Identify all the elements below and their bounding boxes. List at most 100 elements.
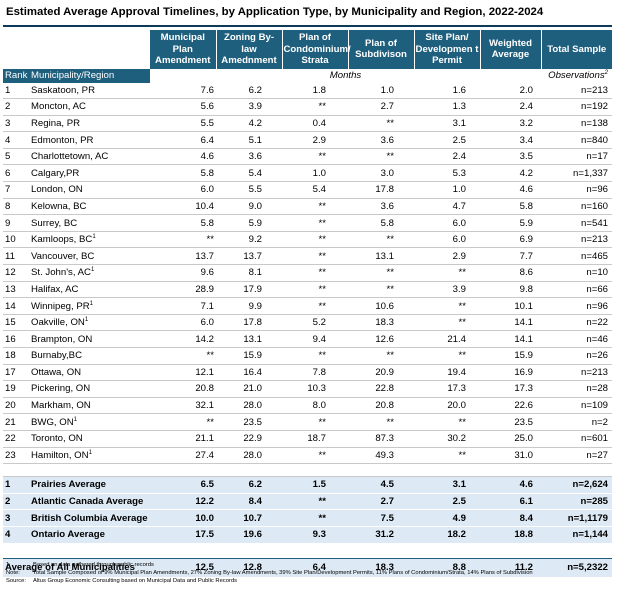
municipality-header: Municipality/Region <box>29 68 150 83</box>
cell-rank: 1 <box>3 82 29 100</box>
cell-site-plan: 2.9 <box>414 247 480 266</box>
cell-zoning: 9.2 <box>216 231 282 249</box>
table-row: 9 Surrey, BC 5.8 5.9 ** 5.8 6.0 5.9 n=541 <box>3 214 612 232</box>
cell-condo: ** <box>282 281 348 299</box>
cell-municipal-plan: 12.1 <box>150 364 216 382</box>
cell-subdivision: 87.3 <box>348 430 414 448</box>
cell-sample: n=285 <box>541 493 612 511</box>
cell-weighted: 4.6 <box>480 476 541 494</box>
cell-weighted: 7.7 <box>480 247 541 266</box>
cell-municipal-plan: 10.4 <box>150 198 216 216</box>
cell-condo: ** <box>282 148 348 166</box>
cell-weighted: 8.6 <box>480 264 541 282</box>
cell-site-plan: 4.7 <box>414 198 480 216</box>
cell-subdivision: 13.1 <box>348 247 414 266</box>
cell-condo: ** <box>282 297 348 315</box>
cell-zoning: 6.2 <box>216 82 282 100</box>
cell-sample: n=213 <box>541 82 612 100</box>
cell-municipal-plan: ** <box>150 413 216 431</box>
cell-rank: 4 <box>3 131 29 149</box>
cell-rank: 3 <box>3 115 29 133</box>
cell-zoning: 9.0 <box>216 198 282 216</box>
cell-zoning: 28.0 <box>216 397 282 415</box>
cell-municipal-plan: 5.8 <box>150 164 216 183</box>
cell-site-plan: 5.3 <box>414 164 480 183</box>
cell-site-plan: 1.6 <box>414 82 480 100</box>
cell-sample: n=213 <box>541 231 612 249</box>
cell-weighted: 3.4 <box>480 131 541 149</box>
cell-zoning: 23.5 <box>216 413 282 431</box>
cell-weighted: 10.1 <box>480 297 541 315</box>
cell-zoning: 19.6 <box>216 526 282 544</box>
cell-weighted: 23.5 <box>480 413 541 431</box>
cell-zoning: 3.9 <box>216 98 282 116</box>
cell-sample: n=5,2322 <box>541 557 612 577</box>
cell-weighted: 22.6 <box>480 397 541 415</box>
cell-region: British Columbia Average <box>29 509 150 527</box>
cell-municipal-plan: 12.2 <box>150 493 216 511</box>
table-row: 14 Winnipeg, PR1 7.1 9.9 ** 10.6 ** 10.1 n=96 <box>3 297 612 315</box>
cell-sample: n=2 <box>541 413 612 431</box>
cell-sample: n=109 <box>541 397 612 415</box>
table-row: 19 Pickering, ON 20.8 21.0 10.3 22.8 17.3 17.3 n… <box>3 380 612 398</box>
cell-subdivision: 18.3 <box>348 557 414 577</box>
cell-site-plan: 8.8 <box>414 557 480 577</box>
cell-rank: 22 <box>3 430 29 448</box>
observations-label: Observations2 <box>541 68 612 83</box>
table-row: 21 BWG, ON1 ** 23.5 ** ** ** 23.5 n=2 <box>3 413 612 431</box>
cell-weighted: 4.6 <box>480 181 541 199</box>
cell-weighted: 2.4 <box>480 98 541 116</box>
cell-sample: n=2,624 <box>541 476 612 494</box>
cell-zoning: 4.2 <box>216 115 282 133</box>
cell-rank: 23 <box>3 447 29 465</box>
cell-municipality: Halifax, AC <box>29 281 150 299</box>
cell-municipality: Saskatoon, PR <box>29 82 150 100</box>
cell-municipality: Calgary,PR <box>29 164 150 183</box>
cell-region: Ontario Average <box>29 526 150 544</box>
cell-site-plan: 6.0 <box>414 231 480 249</box>
cell-sample: n=138 <box>541 115 612 133</box>
table-row: 13 Halifax, AC 28.9 17.9 ** ** 3.9 9.8 n=66 <box>3 281 612 299</box>
col-header-subdivision: Plan of Subdivison <box>348 30 415 69</box>
cell-condo: 2.9 <box>282 131 348 149</box>
cell-municipal-plan: 4.6 <box>150 148 216 166</box>
cell-condo: ** <box>282 347 348 365</box>
cell-municipality: Ottawa, ON <box>29 364 150 382</box>
cell-subdivision: 3.6 <box>348 131 414 149</box>
cell-site-plan: ** <box>414 447 480 465</box>
cell-zoning: 22.9 <box>216 430 282 448</box>
cell-municipal-plan: 6.4 <box>150 131 216 149</box>
cell-rank: 6 <box>3 164 29 183</box>
cell-site-plan: 3.9 <box>414 281 480 299</box>
footnote-marker: 1 <box>84 316 89 323</box>
regional-average-row: 4 Ontario Average 17.5 19.6 9.3 31.2 18.2 18.8 n… <box>3 526 612 544</box>
cell-zoning: 6.2 <box>216 476 282 494</box>
cell-subdivision: ** <box>348 115 414 133</box>
table-row: 6 Calgary,PR 5.8 5.4 1.0 3.0 5.3 4.2 n=1,337 <box>3 164 612 183</box>
cell-condo: 5.2 <box>282 314 348 332</box>
table-row: 8 Kelowna, BC 10.4 9.0 ** 3.6 4.7 5.8 n=160 <box>3 198 612 216</box>
cell-condo: ** <box>282 509 348 527</box>
cell-rank: 10 <box>3 231 29 249</box>
footnotes: 1 Based on data gathered through public r… <box>6 561 533 585</box>
cell-municipality: Edmonton, PR <box>29 131 150 149</box>
cell-weighted: 31.0 <box>480 447 541 465</box>
cell-subdivision: 17.8 <box>348 181 414 199</box>
cell-site-plan: 2.5 <box>414 493 480 511</box>
cell-rank: 17 <box>3 364 29 382</box>
title-divider <box>3 25 612 27</box>
cell-municipal-plan: 6.5 <box>150 476 216 494</box>
regional-average-row: 3 British Columbia Average 10.0 10.7 ** 7.5 4.… <box>3 509 612 527</box>
table-row: 2 Moncton, AC 5.6 3.9 ** 2.7 1.3 2.4 n=192 <box>3 98 612 116</box>
cell-municipality: Toronto, ON <box>29 430 150 448</box>
cell-rank: 9 <box>3 214 29 232</box>
cell-site-plan: ** <box>414 413 480 431</box>
cell-sample: n=1,144 <box>541 526 612 544</box>
cell-zoning: 5.1 <box>216 131 282 149</box>
cell-weighted: 2.0 <box>480 82 541 100</box>
cell-municipal-plan: 5.8 <box>150 214 216 232</box>
cell-municipality: Charlottetown, AC <box>29 148 150 166</box>
cell-site-plan: 3.1 <box>414 115 480 133</box>
footnote-marker: 1 <box>89 300 93 307</box>
cell-rank: 2 <box>3 493 29 511</box>
